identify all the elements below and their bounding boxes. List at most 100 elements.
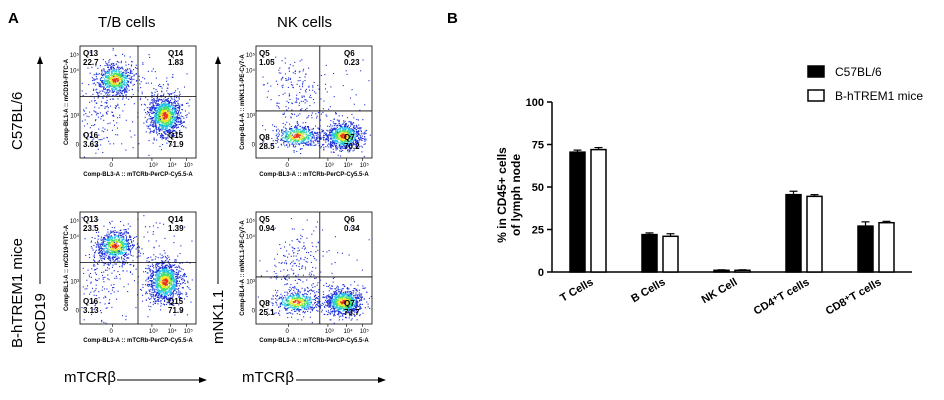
x-arrow-right <box>296 377 386 383</box>
quadrant-name: Q14 <box>168 49 184 58</box>
y-tick-label: 0 <box>252 309 256 315</box>
bar <box>713 269 730 273</box>
flow-y-axis-title: Comp-BL4-A :: mNK1.1-PE-Cy7-A <box>240 54 246 150</box>
y-tick-label: 10⁵ <box>70 218 80 225</box>
event-dots <box>257 218 372 324</box>
quadrant-name: Q6 <box>344 215 355 224</box>
event-dots <box>81 47 191 158</box>
flow-plot-nk-c57: Q5 1.05 Q6 0.23 Q8 28.5 Q7 70.2 0 10³ 10⁴ 10⁵ 10⁵ 10⁴… <box>240 44 376 178</box>
y-tick-label: 10³ <box>70 113 79 119</box>
y-tick-label: 10⁴ <box>246 234 256 241</box>
flow-y-axis-title: Comp-BL1-A :: mCD19-FITC-A <box>64 224 70 311</box>
column-title-tb: T/B cells <box>98 14 156 31</box>
flow-x-axis-title: Comp-BL3-A :: mTCRb-PerCP-Cy5.5-A <box>259 172 369 178</box>
bar <box>878 221 895 273</box>
bar <box>734 269 751 273</box>
legend-swatch <box>807 65 825 78</box>
quadrant-percent: 0.34 <box>344 224 360 233</box>
quadrant-percent: 1.05 <box>259 58 275 67</box>
quadrant-percent: 1.39 <box>168 224 184 233</box>
column-title-nk: NK cells <box>277 14 333 31</box>
quadrant-name: Q13 <box>83 215 99 224</box>
quadrant-percent: 22.7 <box>83 58 99 67</box>
quadrant-percent: 73.7 <box>344 308 360 317</box>
quadrant-name: Q8 <box>259 133 270 142</box>
y-tick-label: 0 <box>252 143 256 149</box>
event-dots <box>81 215 193 324</box>
quadrant-percent: 23.5 <box>83 224 99 233</box>
x-tick-label: 10³ <box>149 163 158 169</box>
bar <box>806 195 823 273</box>
y-tick-label: 10⁵ <box>246 218 256 225</box>
x-tick-label: 10⁴ <box>343 162 353 169</box>
category-label: CD4⁺T cells <box>752 276 812 317</box>
y-axis-title-line1: % in CD45+ cells <box>495 147 509 243</box>
category-label: T Cells <box>558 276 595 304</box>
quadrant-percent: 1.83 <box>168 58 184 67</box>
y-arrow-left <box>37 56 43 284</box>
y-arrow-right <box>215 56 221 284</box>
legend-label: B-hTREM1 mice <box>835 89 923 103</box>
y-tick-label: 50 <box>532 182 544 194</box>
row-label-htrem1: B-hTREM1 mice <box>9 237 26 348</box>
quadrant-name: Q16 <box>83 297 99 306</box>
quadrant-name: Q5 <box>259 49 270 58</box>
x-tick-label: 0 <box>109 329 113 335</box>
quadrant-percent: 0.94 <box>259 224 275 233</box>
x-marker-tcrb-right: mTCRβ <box>242 369 294 386</box>
quadrant-percent: 28.5 <box>259 142 275 151</box>
x-tick-label: 10⁵ <box>184 162 194 169</box>
quadrant-percent: 71.9 <box>168 140 184 149</box>
quadrant-name: Q15 <box>168 131 184 140</box>
panel-a-letter: A <box>8 10 19 27</box>
y-tick-label: 10³ <box>246 113 255 119</box>
y-tick-label: 0 <box>538 267 544 279</box>
category-label: B Cells <box>629 276 667 305</box>
y-axis-title-line2: of lymph node <box>509 154 523 236</box>
bar <box>662 235 679 273</box>
y-marker-nk11: mNK1.1 <box>210 289 227 344</box>
legend-swatch <box>807 89 825 102</box>
y-tick-label: 10³ <box>70 279 79 285</box>
flow-y-axis-title: Comp-BL1-A :: mCD19-FITC-A <box>64 58 70 145</box>
flow-y-axis-title: Comp-BL4-A :: mNK1.1-PE-Cy7-A <box>240 220 246 316</box>
y-tick-label: 10⁵ <box>70 52 80 59</box>
y-tick-label: 0 <box>76 309 80 315</box>
x-tick-label: 10³ <box>325 163 334 169</box>
bar-chart: 0 25 50 75 100 % in CD45+ cells of lymph node T… <box>495 65 923 318</box>
legend-label: C57BL/6 <box>835 65 882 79</box>
quadrant-name: Q7 <box>344 133 355 142</box>
quadrant-name: Q5 <box>259 215 270 224</box>
bar <box>590 148 607 273</box>
y-tick-label: 0 <box>76 143 80 149</box>
y-axis-title: % in CD45+ cells of lymph node <box>495 147 523 243</box>
row-label-c57: C57BL/6 <box>9 91 26 150</box>
quadrant-name: Q14 <box>168 215 184 224</box>
x-tick-label: 10⁵ <box>360 328 370 335</box>
quadrant-name: Q8 <box>259 299 270 308</box>
quadrant-percent: 3.63 <box>83 140 99 149</box>
quadrant-name: Q7 <box>344 299 355 308</box>
category-label: CD8⁺T cells <box>824 276 884 317</box>
x-tick-label: 10³ <box>149 329 158 335</box>
flow-x-axis-title: Comp-BL3-A :: mTCRb-PerCP-Cy5.5-A <box>83 172 193 178</box>
y-tick-label: 10⁴ <box>70 234 80 241</box>
quadrant-percent: 3.13 <box>83 306 99 315</box>
y-tick-label: 10⁵ <box>246 52 256 59</box>
quadrant-percent: 71.9 <box>168 306 184 315</box>
flow-x-axis-title: Comp-BL3-A :: mTCRb-PerCP-Cy5.5-A <box>259 338 369 344</box>
flow-x-axis-title: Comp-BL3-A :: mTCRb-PerCP-Cy5.5-A <box>83 338 193 344</box>
x-tick-label: 10³ <box>325 329 334 335</box>
x-tick-label: 0 <box>285 163 289 169</box>
bar <box>857 225 874 273</box>
quadrant-percent: 25.1 <box>259 308 275 317</box>
category-label: NK Cell <box>700 276 740 306</box>
y-tick-label: 100 <box>526 97 544 109</box>
bar <box>569 151 586 273</box>
x-tick-label: 0 <box>285 329 289 335</box>
panel-b-letter: B <box>447 10 458 27</box>
quadrant-percent: 0.23 <box>344 58 360 67</box>
quadrant-name: Q13 <box>83 49 99 58</box>
